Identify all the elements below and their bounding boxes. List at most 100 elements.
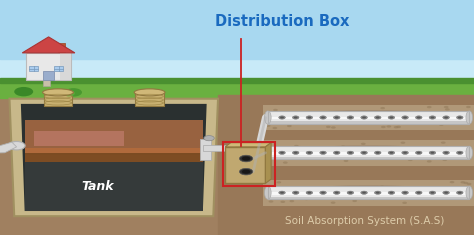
Circle shape	[348, 117, 352, 118]
Circle shape	[365, 118, 370, 120]
Circle shape	[427, 153, 431, 155]
Circle shape	[388, 116, 395, 119]
Ellipse shape	[264, 146, 271, 159]
Circle shape	[361, 143, 365, 145]
Bar	[0, 95, 474, 235]
Circle shape	[279, 151, 285, 154]
Circle shape	[344, 160, 348, 162]
Circle shape	[415, 116, 422, 119]
Circle shape	[403, 192, 407, 194]
Polygon shape	[22, 37, 75, 53]
Circle shape	[381, 126, 386, 128]
Circle shape	[325, 192, 329, 194]
Circle shape	[429, 191, 436, 194]
Circle shape	[460, 181, 465, 184]
Circle shape	[319, 122, 324, 124]
Circle shape	[403, 152, 407, 154]
Circle shape	[374, 116, 381, 119]
Bar	[268, 146, 469, 159]
Circle shape	[336, 120, 341, 122]
Bar	[268, 157, 469, 159]
Circle shape	[280, 152, 284, 155]
Circle shape	[458, 117, 462, 118]
Circle shape	[448, 192, 453, 194]
Circle shape	[439, 123, 444, 126]
Circle shape	[308, 192, 311, 194]
Polygon shape	[21, 104, 207, 211]
Bar	[225, 147, 265, 183]
Bar	[218, 95, 474, 235]
Circle shape	[376, 117, 380, 118]
Circle shape	[466, 106, 471, 108]
Circle shape	[456, 191, 463, 194]
Circle shape	[294, 152, 298, 154]
Bar	[136, 93, 164, 106]
Bar	[263, 140, 474, 166]
Circle shape	[445, 108, 450, 110]
Circle shape	[464, 194, 468, 197]
Circle shape	[394, 126, 399, 128]
Circle shape	[301, 193, 306, 195]
Circle shape	[320, 191, 327, 194]
Bar	[268, 186, 469, 199]
Circle shape	[415, 191, 422, 194]
Circle shape	[467, 183, 472, 185]
Ellipse shape	[466, 111, 473, 124]
Circle shape	[310, 112, 315, 114]
Circle shape	[450, 181, 455, 183]
Circle shape	[326, 126, 331, 128]
Bar	[223, 142, 275, 186]
Circle shape	[308, 117, 311, 118]
Circle shape	[388, 151, 395, 154]
Circle shape	[292, 116, 299, 119]
Circle shape	[345, 195, 349, 198]
Circle shape	[294, 145, 299, 147]
Circle shape	[306, 116, 313, 119]
Circle shape	[281, 201, 285, 203]
Circle shape	[307, 149, 312, 151]
Circle shape	[424, 150, 428, 153]
Circle shape	[331, 126, 336, 129]
Circle shape	[276, 181, 281, 184]
Circle shape	[273, 192, 278, 194]
Bar	[44, 93, 72, 106]
Circle shape	[282, 152, 287, 155]
Circle shape	[298, 146, 303, 148]
Ellipse shape	[265, 145, 472, 160]
Circle shape	[287, 125, 292, 127]
Circle shape	[364, 157, 369, 159]
Circle shape	[415, 151, 422, 154]
Circle shape	[283, 196, 288, 198]
Circle shape	[374, 191, 381, 194]
Circle shape	[292, 155, 297, 157]
Circle shape	[429, 151, 436, 154]
Circle shape	[371, 198, 376, 200]
Circle shape	[429, 116, 436, 119]
Circle shape	[296, 123, 301, 125]
Circle shape	[430, 117, 434, 118]
Circle shape	[361, 151, 367, 154]
Circle shape	[321, 117, 325, 118]
Circle shape	[280, 152, 284, 154]
Polygon shape	[265, 143, 271, 183]
Polygon shape	[225, 143, 271, 147]
Circle shape	[331, 202, 336, 204]
Bar	[60, 53, 71, 80]
Bar	[0, 78, 474, 83]
Circle shape	[442, 159, 447, 161]
Circle shape	[306, 151, 313, 154]
Ellipse shape	[8, 141, 25, 150]
Text: Tank: Tank	[82, 180, 114, 193]
Circle shape	[396, 126, 401, 128]
Circle shape	[273, 127, 277, 129]
Circle shape	[380, 186, 384, 188]
Circle shape	[304, 198, 309, 200]
Bar	[268, 197, 469, 199]
Ellipse shape	[265, 110, 472, 125]
Circle shape	[280, 192, 284, 194]
Circle shape	[444, 192, 448, 194]
Bar	[268, 146, 469, 159]
Circle shape	[266, 152, 271, 155]
Circle shape	[329, 154, 334, 156]
Circle shape	[417, 152, 420, 154]
